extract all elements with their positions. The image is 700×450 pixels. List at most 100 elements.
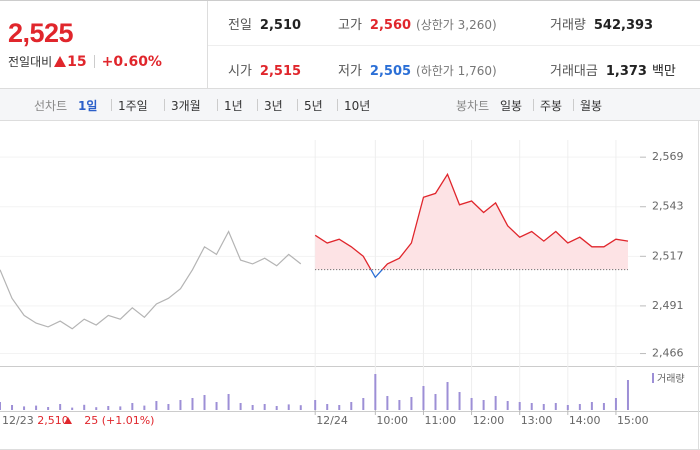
- x-tick-label: 12/24: [316, 414, 348, 427]
- tab-separator: [111, 99, 112, 111]
- tab[interactable]: 주봉: [540, 99, 563, 113]
- volume-bar: [227, 394, 230, 410]
- info-note: (상한가 3,260): [416, 18, 497, 32]
- info-value: 1,373: [605, 64, 647, 79]
- tab-separator: [573, 99, 574, 111]
- volume-bar: [434, 394, 437, 410]
- volume-bar: [59, 404, 62, 410]
- volume-bar: [299, 405, 302, 410]
- volume-bar: [203, 395, 206, 410]
- volume-bar: [167, 404, 170, 410]
- x-tick-label: 11:00: [424, 414, 456, 427]
- tab-separator: [533, 99, 534, 111]
- volume-bar: [119, 406, 122, 410]
- legend-label: 거래량: [657, 373, 685, 385]
- info-cell: 저가 2,505 (하한가 1,760): [338, 60, 497, 79]
- volume-bar: [386, 396, 389, 410]
- volume-bar: [554, 403, 557, 410]
- volume-bar: [566, 405, 569, 410]
- volume-bar: [398, 400, 401, 410]
- volume-bar: [350, 402, 353, 410]
- volume-bar: [215, 402, 218, 410]
- volume-bar: [614, 398, 617, 410]
- tab[interactable]: 일봉: [500, 99, 523, 113]
- tab[interactable]: 10년: [344, 99, 371, 113]
- volume-bar: [83, 404, 86, 410]
- volume-bar: [458, 392, 461, 410]
- volume-bar: [470, 398, 473, 410]
- x-tick-label: 12:00: [473, 414, 505, 427]
- info-label: 저가: [338, 64, 362, 79]
- info-value: 2,505: [369, 64, 412, 79]
- tab[interactable]: 5년: [304, 99, 323, 113]
- previous-close: 2,510: [37, 414, 69, 427]
- volume-bar: [47, 407, 50, 410]
- volume-bar: [518, 402, 521, 410]
- price-line: [0, 230, 302, 330]
- volume-bar: [179, 400, 182, 410]
- info-cell: 전일 2,510: [228, 14, 301, 33]
- volume-bar: [95, 407, 98, 410]
- previous-change-pct: (+1.01%): [102, 414, 155, 427]
- y-tick-label: 2,466: [652, 347, 684, 360]
- tab[interactable]: 3개월: [171, 99, 201, 113]
- volume-bar: [0, 402, 1, 410]
- volume-bar: [506, 401, 509, 410]
- volume-bar: [239, 403, 242, 410]
- volume-bar: [542, 404, 545, 410]
- info-cell: 거래대금 1,373 백만: [550, 60, 676, 79]
- info-cell: 시가 2,515: [228, 60, 301, 79]
- volume-bar: [23, 406, 26, 410]
- volume-bar: [374, 374, 377, 410]
- tab-group-label: 봉차트: [456, 99, 490, 113]
- divider: [207, 0, 208, 88]
- tab-separator: [257, 99, 258, 111]
- divider: [93, 55, 95, 68]
- info-cell: 거래량 542,393: [550, 14, 653, 33]
- volume-bar: [263, 404, 266, 410]
- y-tick-label: 2,517: [652, 249, 684, 262]
- tab[interactable]: 1주일: [118, 99, 148, 113]
- info-label: 시가: [228, 64, 252, 79]
- volume-bar: [107, 406, 110, 410]
- tab-separator: [337, 99, 338, 111]
- volume-bar: [191, 398, 194, 410]
- tab[interactable]: 3년: [264, 99, 283, 113]
- volume-bar: [410, 397, 413, 410]
- up-arrow: [54, 56, 67, 67]
- info-value: 2,560: [369, 18, 412, 33]
- chart: 2,569 2,543 2,517 2,491 2,466 12/24 10:00 11:00…: [0, 120, 700, 450]
- change: 15: [67, 53, 87, 70]
- change-pct: +0.60%: [101, 53, 162, 70]
- divider: [208, 45, 700, 46]
- info-label: 전일: [228, 18, 252, 33]
- volume-bar: [155, 401, 158, 410]
- volume-bar: [326, 404, 329, 410]
- tab[interactable]: 월봉: [580, 99, 603, 113]
- change-label: 전일대비: [8, 55, 53, 69]
- volume-bar: [530, 403, 533, 410]
- x-tick-label: 14:00: [569, 414, 601, 427]
- tab[interactable]: 1년: [224, 99, 243, 113]
- previous-day-summary: 12/23 2,510 25 (+1.01%): [2, 414, 154, 427]
- volume-bar: [602, 403, 605, 410]
- x-tick-label: 10:00: [376, 414, 408, 427]
- change-row: 전일대비 15 +0.60%: [8, 53, 162, 70]
- volume-bar: [11, 405, 14, 410]
- up-arrow: [64, 417, 72, 424]
- tab-bar: 선차트 1일 1주일 3개월 1년 3년 5년 10년 봉차트 일봉 주봉 월봉: [0, 88, 700, 121]
- info-label: 고가: [338, 18, 362, 33]
- area: [315, 174, 628, 270]
- tab-group-label: 선차트: [34, 99, 68, 113]
- volume-bar: [287, 404, 290, 410]
- info-note: (하한가 1,760): [416, 64, 497, 78]
- tab-separator: [217, 99, 218, 111]
- volume-bar: [35, 405, 38, 410]
- tab[interactable]: 1일: [78, 99, 98, 113]
- legend-swatch: [652, 373, 654, 383]
- x-tick-label: 15:00: [617, 414, 649, 427]
- previous-change: 25: [84, 414, 98, 427]
- y-tick-label: 2,543: [652, 200, 684, 213]
- volume-bar: [71, 407, 74, 410]
- info-label: 거래대금: [550, 64, 598, 79]
